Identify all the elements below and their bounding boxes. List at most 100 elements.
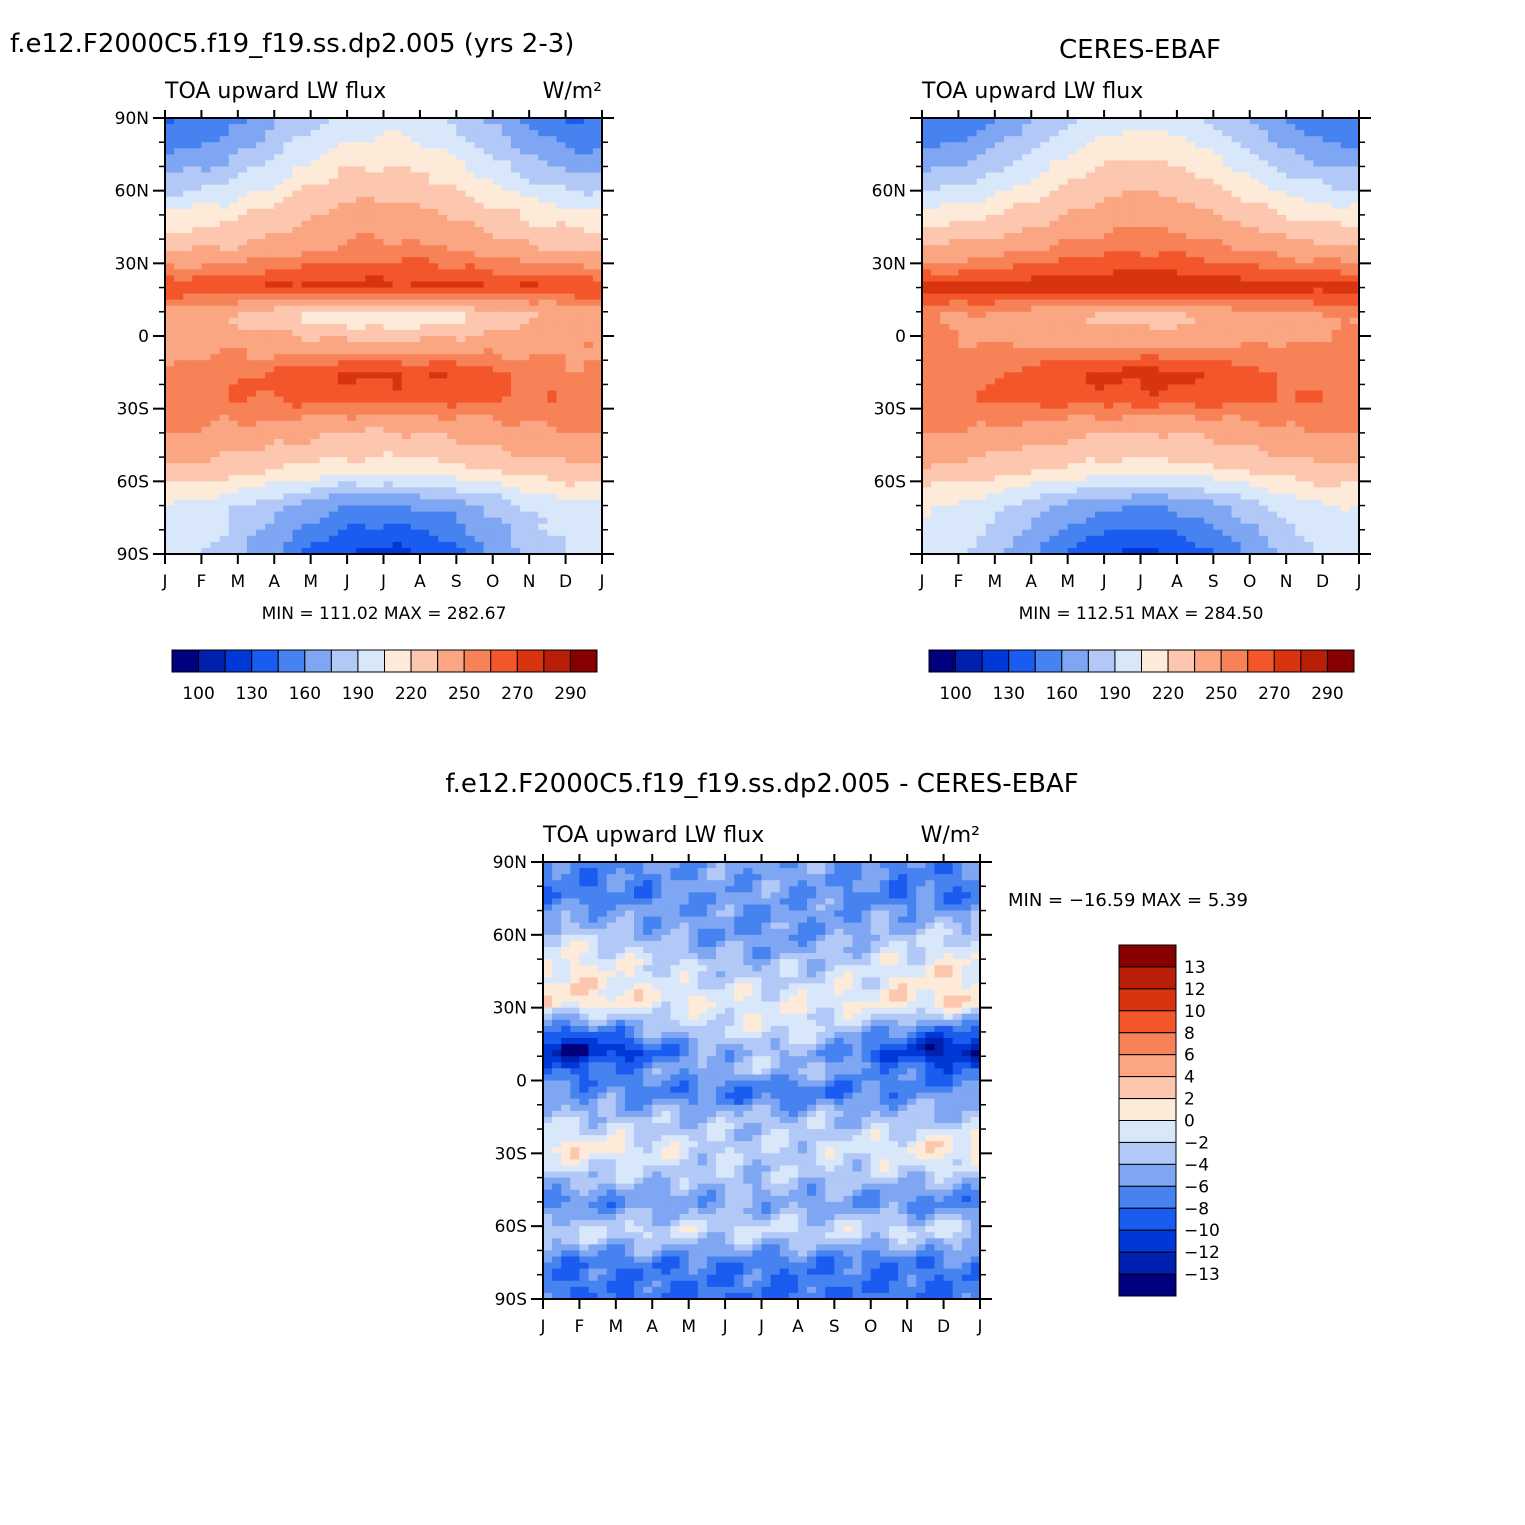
heatmap-cell — [374, 251, 385, 258]
heatmap-cell — [492, 487, 503, 495]
heatmap-cell — [583, 323, 594, 331]
heatmap-cell — [319, 299, 330, 307]
heatmap-cell — [592, 384, 603, 392]
heatmap-cell — [1022, 202, 1032, 210]
heatmap-cell — [374, 396, 385, 404]
heatmap-cell — [274, 130, 284, 137]
heatmap-cell — [1049, 293, 1060, 301]
heatmap-cell — [319, 348, 330, 355]
heatmap-cell — [465, 535, 476, 543]
heatmap-cell — [210, 251, 221, 258]
heatmap-cell — [1267, 148, 1278, 155]
heatmap-cell — [337, 323, 348, 331]
heatmap-cell — [410, 166, 421, 174]
heatmap-cell — [1349, 124, 1360, 131]
heatmap-cell — [1267, 263, 1278, 270]
heatmap-cell — [1140, 166, 1151, 174]
heatmap-cell — [374, 196, 385, 204]
heatmap-cell — [356, 366, 366, 373]
heatmap-cell — [1176, 287, 1187, 295]
heatmap-cell — [565, 390, 576, 398]
heatmap-cell — [1349, 208, 1360, 216]
heatmap-cell — [410, 154, 421, 161]
heatmap-cell — [565, 251, 576, 258]
heatmap-cell — [1249, 130, 1260, 137]
heatmap-cell — [556, 432, 567, 440]
heatmap-cell — [401, 414, 412, 422]
heatmap-cell — [183, 457, 193, 464]
heatmap-cell — [501, 118, 512, 125]
heatmap-cell — [174, 323, 184, 331]
heatmap-cell — [1258, 160, 1269, 168]
heatmap-cell — [994, 245, 1005, 252]
heatmap-cell — [1213, 172, 1224, 180]
heatmap-cell — [1113, 124, 1123, 131]
heatmap-cell — [419, 239, 430, 246]
heatmap-cell — [237, 517, 248, 525]
heatmap-cell — [301, 348, 312, 355]
heatmap-cell — [365, 445, 375, 452]
heatmap-cell — [301, 208, 312, 216]
heatmap-cell — [174, 396, 184, 404]
heatmap-cell — [967, 214, 978, 222]
heatmap-cell — [429, 336, 439, 343]
heatmap-cell — [319, 287, 330, 295]
heatmap-cell — [319, 414, 330, 422]
heatmap-cell — [429, 475, 439, 482]
heatmap-cell — [1067, 281, 1078, 289]
heatmap-cell — [456, 384, 467, 392]
heatmap-cell — [474, 239, 485, 246]
heatmap-cell — [994, 220, 1005, 228]
heatmap-cell — [192, 190, 203, 198]
heatmap-cell — [183, 541, 193, 549]
heatmap-cell — [510, 541, 521, 549]
heatmap-cell — [510, 148, 521, 155]
heatmap-cell — [401, 160, 412, 168]
heatmap-cell — [210, 336, 221, 343]
heatmap-cell — [447, 445, 457, 452]
heatmap-cell — [429, 287, 439, 295]
heatmap-cell — [219, 269, 230, 277]
heatmap-cell — [429, 281, 439, 289]
heatmap-cell — [1258, 196, 1269, 204]
heatmap-cell — [556, 378, 567, 386]
heatmap-cell — [565, 269, 576, 277]
heatmap-cell — [210, 269, 221, 277]
heatmap-cell — [283, 523, 294, 531]
heatmap-cell — [1295, 166, 1305, 174]
heatmap-cell — [301, 293, 312, 301]
heatmap-cell — [429, 233, 439, 240]
heatmap-cell — [274, 124, 284, 131]
heatmap-cell — [1222, 196, 1233, 204]
heatmap-cell — [520, 118, 530, 125]
heatmap-cell — [283, 342, 294, 349]
heatmap-cell — [1322, 269, 1333, 277]
heatmap-cell — [1322, 220, 1333, 228]
heatmap-cell — [228, 481, 239, 488]
heatmap-cell — [1085, 220, 1096, 228]
heatmap-cell — [501, 220, 512, 228]
colorbar-box — [437, 649, 465, 673]
heatmap-cell — [1295, 208, 1305, 216]
heatmap-cell — [574, 384, 585, 392]
heatmap-cell — [310, 239, 321, 246]
heatmap-cell — [210, 227, 221, 234]
heatmap-cell — [483, 220, 494, 228]
heatmap-cell — [174, 511, 184, 519]
heatmap-cell — [392, 390, 403, 398]
heatmap-cell — [183, 130, 193, 137]
heatmap-cell — [365, 172, 375, 180]
heatmap-cell — [256, 499, 266, 507]
heatmap-cell — [483, 196, 494, 204]
heatmap-cell — [1022, 269, 1032, 277]
heatmap-cell — [419, 523, 430, 531]
heatmap-cell — [374, 245, 385, 252]
heatmap-cell — [501, 227, 512, 234]
heatmap-cell — [447, 160, 457, 168]
heatmap-cell — [310, 227, 321, 234]
heatmap-cell — [1258, 269, 1269, 277]
heatmap-cell — [483, 523, 494, 531]
heatmap-cell — [483, 130, 494, 137]
heatmap-cell — [1267, 136, 1278, 143]
heatmap-cell — [1104, 160, 1114, 168]
